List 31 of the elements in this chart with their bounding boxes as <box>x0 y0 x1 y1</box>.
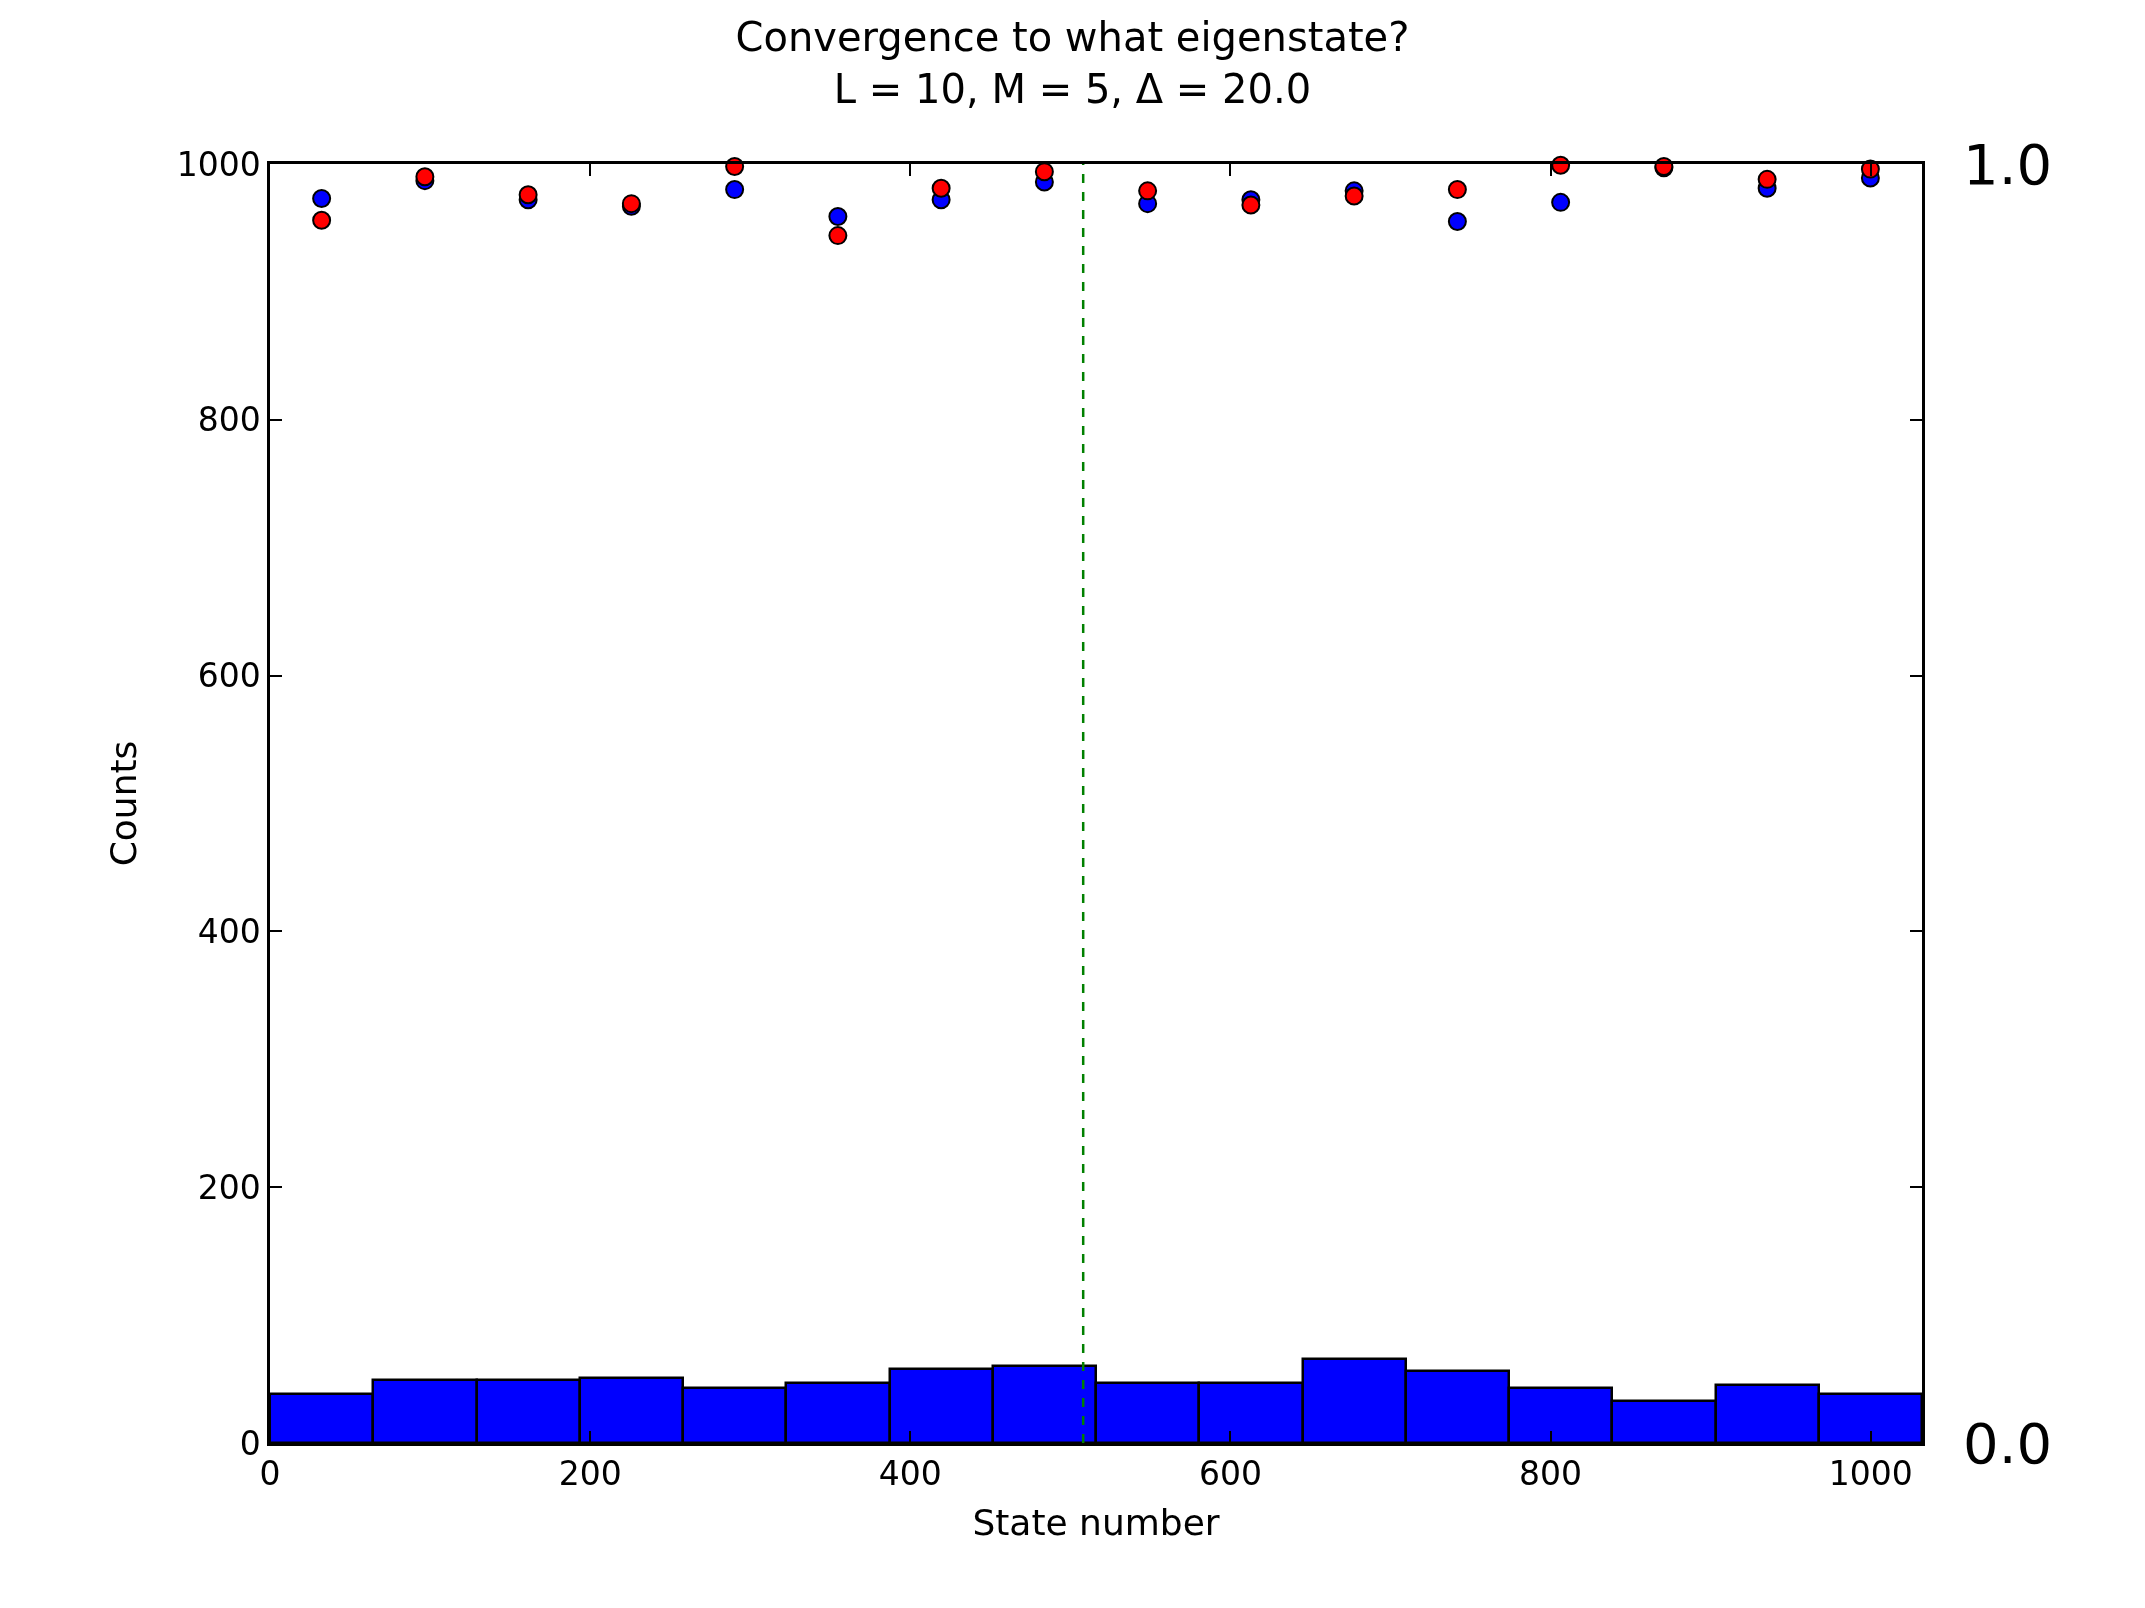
point <box>1344 186 1364 206</box>
y2-tick-label: 1.0 <box>1963 131 2053 197</box>
point <box>518 185 538 205</box>
chart-title: Convergence to what eigenstate? L = 10, M = 5, Δ = 20.0 <box>735 14 1410 113</box>
x-axis-title: State number <box>972 1502 1220 1544</box>
point <box>312 210 332 230</box>
y-axis-title: Counts <box>102 740 144 867</box>
point <box>1757 169 1777 189</box>
x-tick-label: 200 <box>558 1454 622 1494</box>
point <box>931 178 951 198</box>
point <box>828 226 848 246</box>
point <box>725 180 745 200</box>
x-tick-label: 1000 <box>1828 1454 1913 1494</box>
point <box>1034 162 1054 182</box>
point <box>1241 195 1261 215</box>
y-tick-label: 400 <box>197 911 261 951</box>
y-tick-label: 1000 <box>176 144 261 184</box>
x-tick-label: 400 <box>878 1454 942 1494</box>
point <box>1447 180 1467 200</box>
y-tick-label: 0 <box>239 1423 261 1463</box>
y-tick-label: 800 <box>197 400 261 440</box>
x-tick-label: 800 <box>1519 1454 1583 1494</box>
y2-tick-label: 0.0 <box>1963 1410 2053 1476</box>
point <box>312 189 332 209</box>
y-tick-label: 200 <box>197 1167 261 1207</box>
point <box>1447 212 1467 232</box>
point <box>1138 181 1158 201</box>
point <box>828 206 848 226</box>
point <box>1551 192 1571 212</box>
x-tick-label: 600 <box>1198 1454 1262 1494</box>
y-tick-label: 600 <box>197 656 261 696</box>
